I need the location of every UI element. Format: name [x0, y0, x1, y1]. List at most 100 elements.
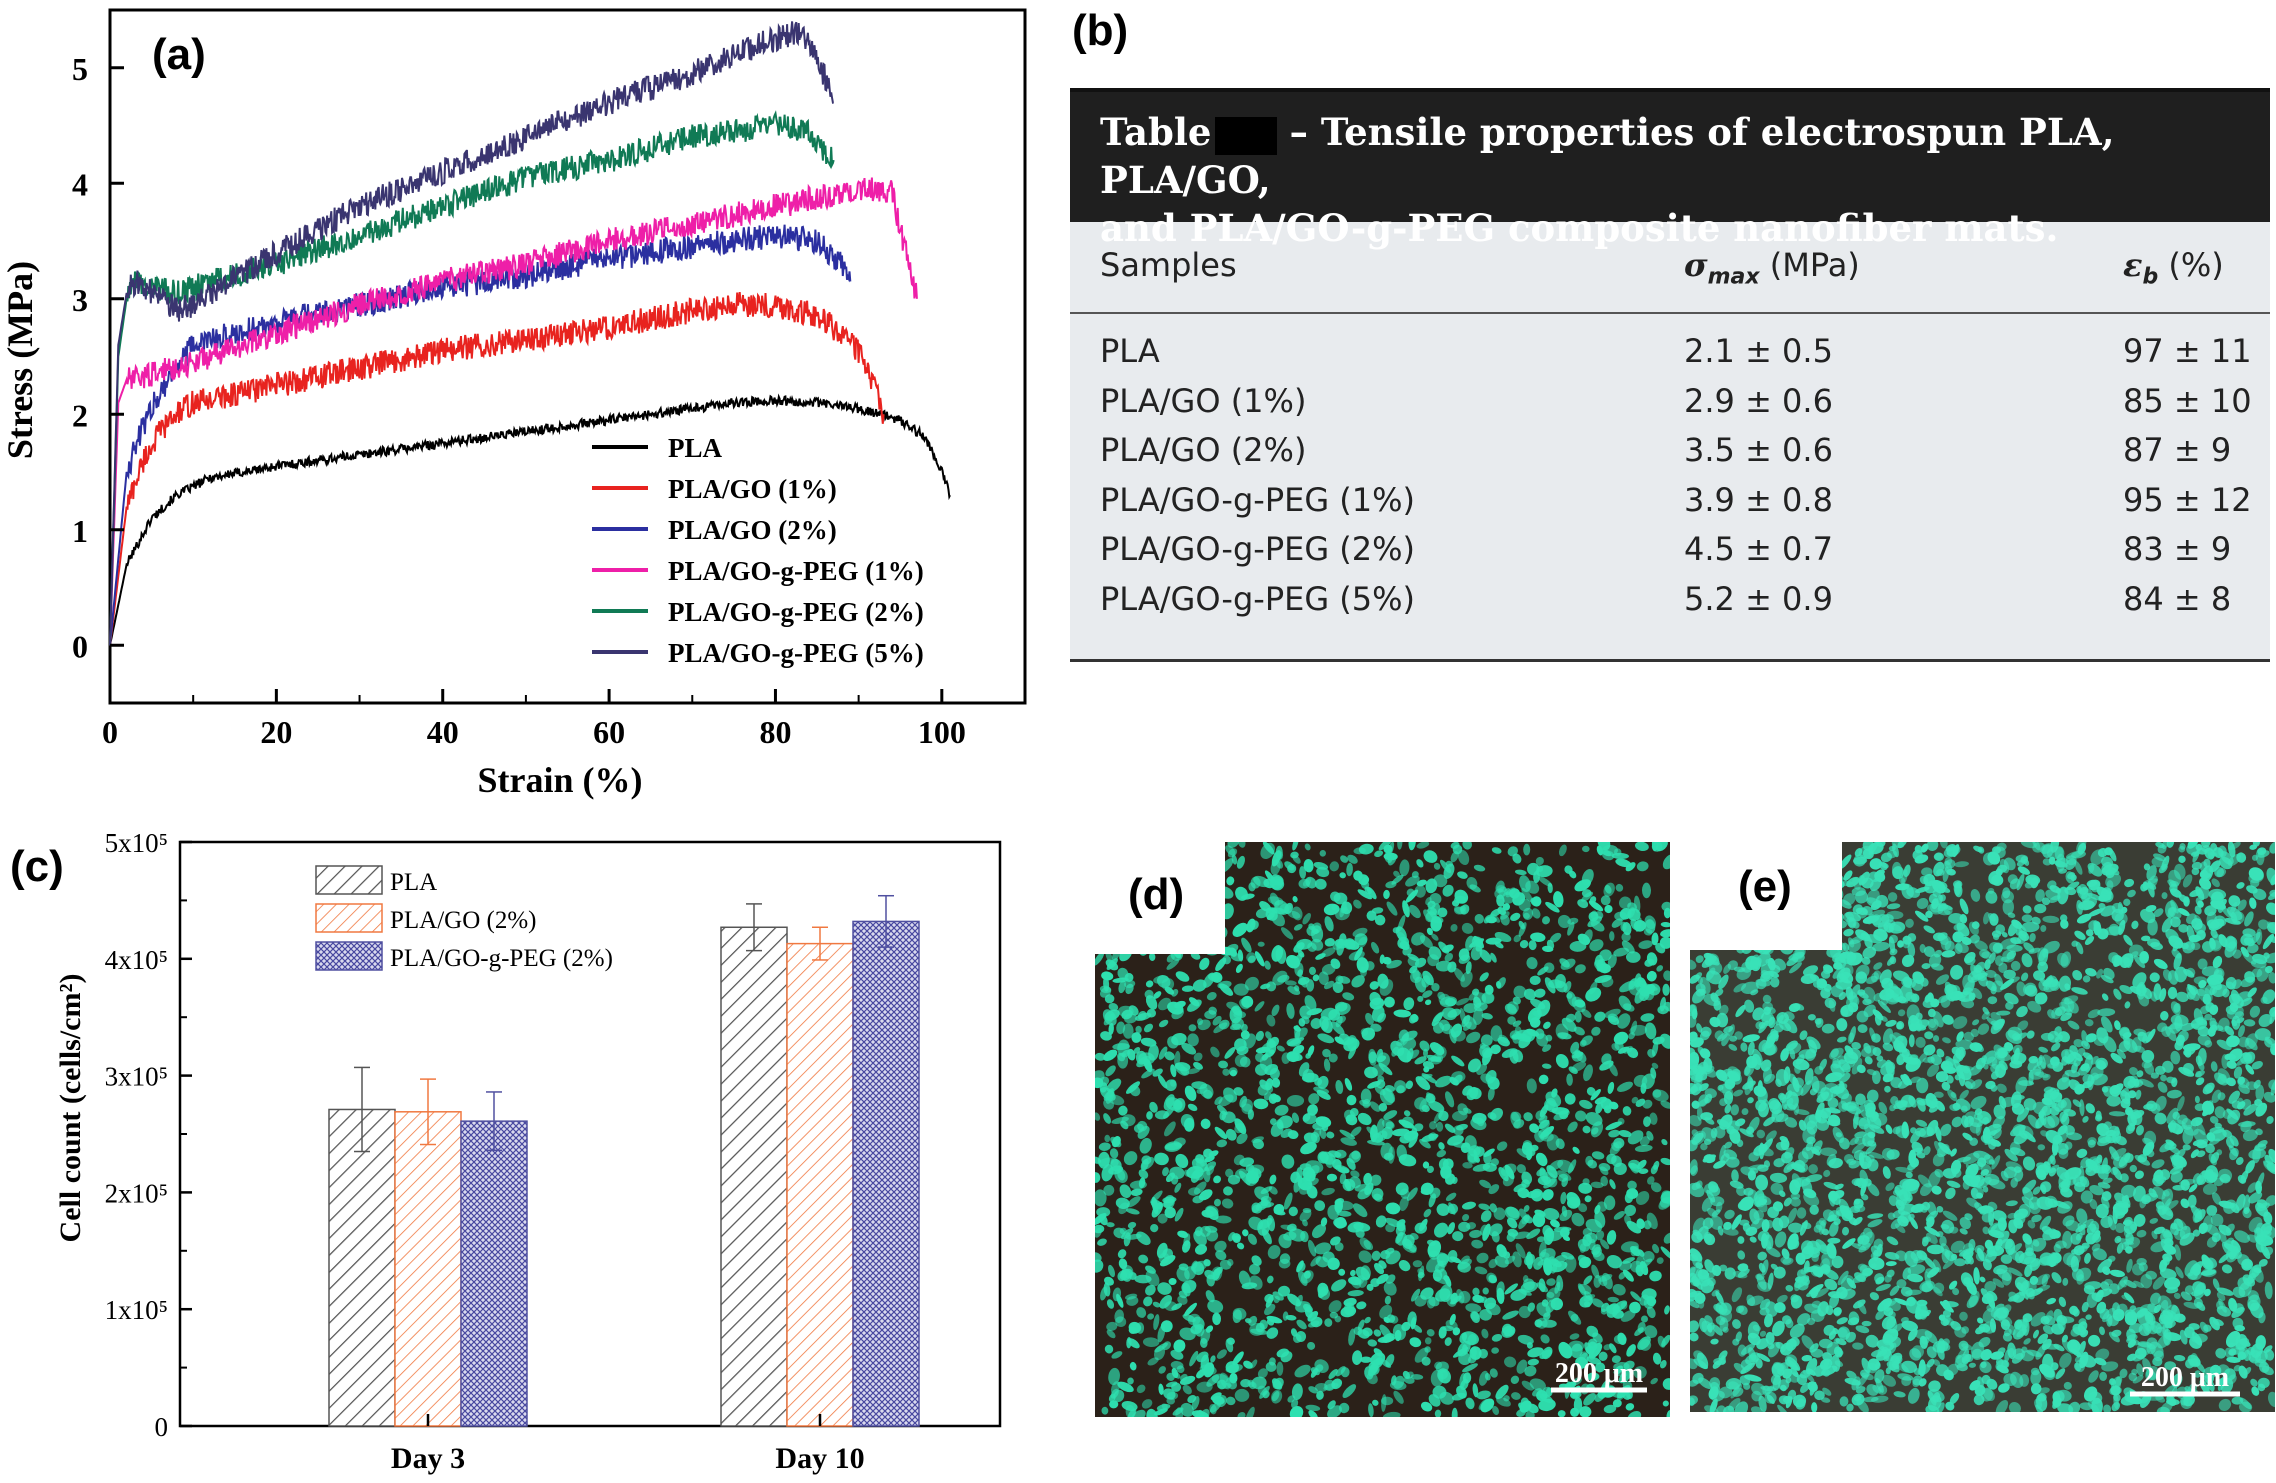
cell-nucleus — [1106, 1329, 1116, 1339]
cell-nucleus — [1214, 1240, 1227, 1252]
cell-nucleus — [1335, 907, 1350, 921]
cell-nucleus — [1781, 910, 1791, 925]
cell-nucleus — [1118, 932, 1129, 939]
cell-nucleus — [1184, 1169, 1190, 1177]
cell-nucleus — [1567, 1159, 1577, 1174]
cell-nucleus — [1348, 950, 1365, 961]
cell-nucleus — [1819, 894, 1827, 905]
cell-nucleus — [1356, 957, 1369, 973]
cell-nucleus — [1527, 1358, 1539, 1366]
cell-nucleus — [1761, 856, 1779, 868]
cell-nucleus — [1270, 1094, 1281, 1103]
cell-nucleus — [1168, 867, 1178, 879]
cell-nucleus — [1409, 1337, 1422, 1348]
cell-nucleus — [1173, 1339, 1186, 1353]
cell-nucleus — [1746, 909, 1760, 923]
cell-nucleus — [1649, 1112, 1658, 1125]
cell-nucleus — [1118, 874, 1128, 887]
cell-nucleus — [1612, 1283, 1626, 1296]
cell-nucleus — [1886, 910, 1904, 920]
cell-nucleus — [1134, 858, 1147, 874]
cell-nucleus — [1413, 1324, 1423, 1333]
cell-sample: PLA/GO (2%) — [1100, 431, 1307, 469]
cell-nucleus — [1756, 939, 1764, 947]
cell-nucleus — [1647, 1176, 1655, 1185]
cell-nucleus — [1790, 905, 1800, 914]
cell-nucleus — [1315, 1116, 1332, 1128]
cell-nucleus — [1530, 1188, 1544, 1202]
cell-nucleus — [1141, 1399, 1153, 1409]
cell-nucleus — [1386, 901, 1398, 916]
cell-nucleus — [1155, 921, 1169, 930]
cell-nucleus — [1098, 1142, 1111, 1151]
cell-nucleus — [1169, 1166, 1185, 1180]
cell-nucleus — [1106, 1222, 1115, 1228]
cell-nucleus — [1778, 850, 1795, 860]
cell-nucleus — [1299, 866, 1307, 879]
cell-nucleus — [1570, 1390, 1582, 1399]
cell-nucleus — [1543, 1208, 1560, 1221]
cell-nucleus — [1695, 855, 1702, 862]
cell-nucleus — [1436, 1121, 1444, 1132]
cell-nucleus — [1136, 1307, 1147, 1318]
cell-nucleus — [1476, 1390, 1491, 1400]
cell-nucleus — [1421, 1073, 1437, 1084]
cell-nucleus — [1803, 854, 1810, 862]
cell-nucleus — [1476, 1252, 1489, 1264]
cell-nucleus — [1302, 913, 1311, 925]
cell-nucleus — [1656, 965, 1664, 972]
cell-nucleus — [1147, 1357, 1159, 1366]
cell-nucleus — [1108, 1264, 1115, 1278]
cell-nucleus — [1288, 1206, 1298, 1217]
cell-eps: 95 ± 12 — [2123, 480, 2252, 519]
cell-nucleus — [1489, 1368, 1498, 1378]
cell-nucleus — [1264, 1293, 1274, 1303]
cell-nucleus — [1439, 859, 1452, 874]
cell-nucleus — [1170, 1349, 1184, 1360]
cell-nucleus — [1203, 938, 1218, 949]
cell-nucleus — [1147, 865, 1160, 882]
cell-nucleus — [1247, 1109, 1255, 1120]
cell-nucleus — [1287, 864, 1297, 874]
cell-nucleus — [1140, 1037, 1157, 1047]
cell-nucleus — [1266, 1327, 1279, 1339]
header-epsilon-b: εb (%) — [2123, 246, 2224, 290]
cell-nucleus — [1102, 908, 1114, 916]
cell-nucleus — [1286, 1002, 1295, 1019]
cell-nucleus — [1656, 1257, 1664, 1264]
cell-nucleus — [1255, 1046, 1271, 1054]
cell-nucleus — [1330, 1021, 1345, 1036]
cell-nucleus — [1197, 877, 1207, 887]
cell-nucleus — [1659, 1359, 1667, 1369]
legend-label: PLA/GO (2%) — [668, 515, 837, 545]
plot-frame — [108, 8, 1027, 705]
cell-nucleus — [1696, 896, 1712, 910]
cell-nucleus — [1431, 982, 1440, 992]
cell-sample: PLA/GO (1%) — [1100, 381, 1307, 420]
cell-nucleus — [1402, 900, 1410, 918]
x-tick-label: 0 — [102, 714, 118, 750]
cell-nucleus — [1516, 1409, 1526, 1417]
cell-nucleus — [1807, 874, 1819, 887]
cell-nucleus — [1626, 1344, 1636, 1357]
cell-nucleus — [1810, 921, 1822, 935]
cell-nucleus — [1202, 852, 1217, 863]
cell-nucleus — [1504, 1206, 1520, 1221]
cell-nucleus — [1581, 1035, 1593, 1046]
cell-nucleus — [1461, 922, 1474, 934]
cell-nucleus — [1207, 1299, 1224, 1314]
cell-nucleus — [1809, 909, 1826, 919]
cell-nucleus — [1122, 858, 1136, 868]
cell-nucleus — [1122, 1023, 1134, 1039]
cell-nucleus — [1382, 1411, 1401, 1417]
cell-nucleus — [1451, 1392, 1466, 1401]
cell-nucleus — [1195, 866, 1204, 879]
cell-nucleus — [1328, 1053, 1338, 1063]
cell-nucleus — [1265, 1031, 1272, 1040]
cell-nucleus — [1608, 1016, 1620, 1025]
cell-nucleus — [1690, 861, 1697, 869]
cell-nucleus — [1397, 915, 1406, 932]
cell-nucleus — [1162, 1167, 1169, 1177]
cell-nucleus — [1811, 874, 1825, 888]
cell-nucleus — [1302, 1113, 1317, 1125]
